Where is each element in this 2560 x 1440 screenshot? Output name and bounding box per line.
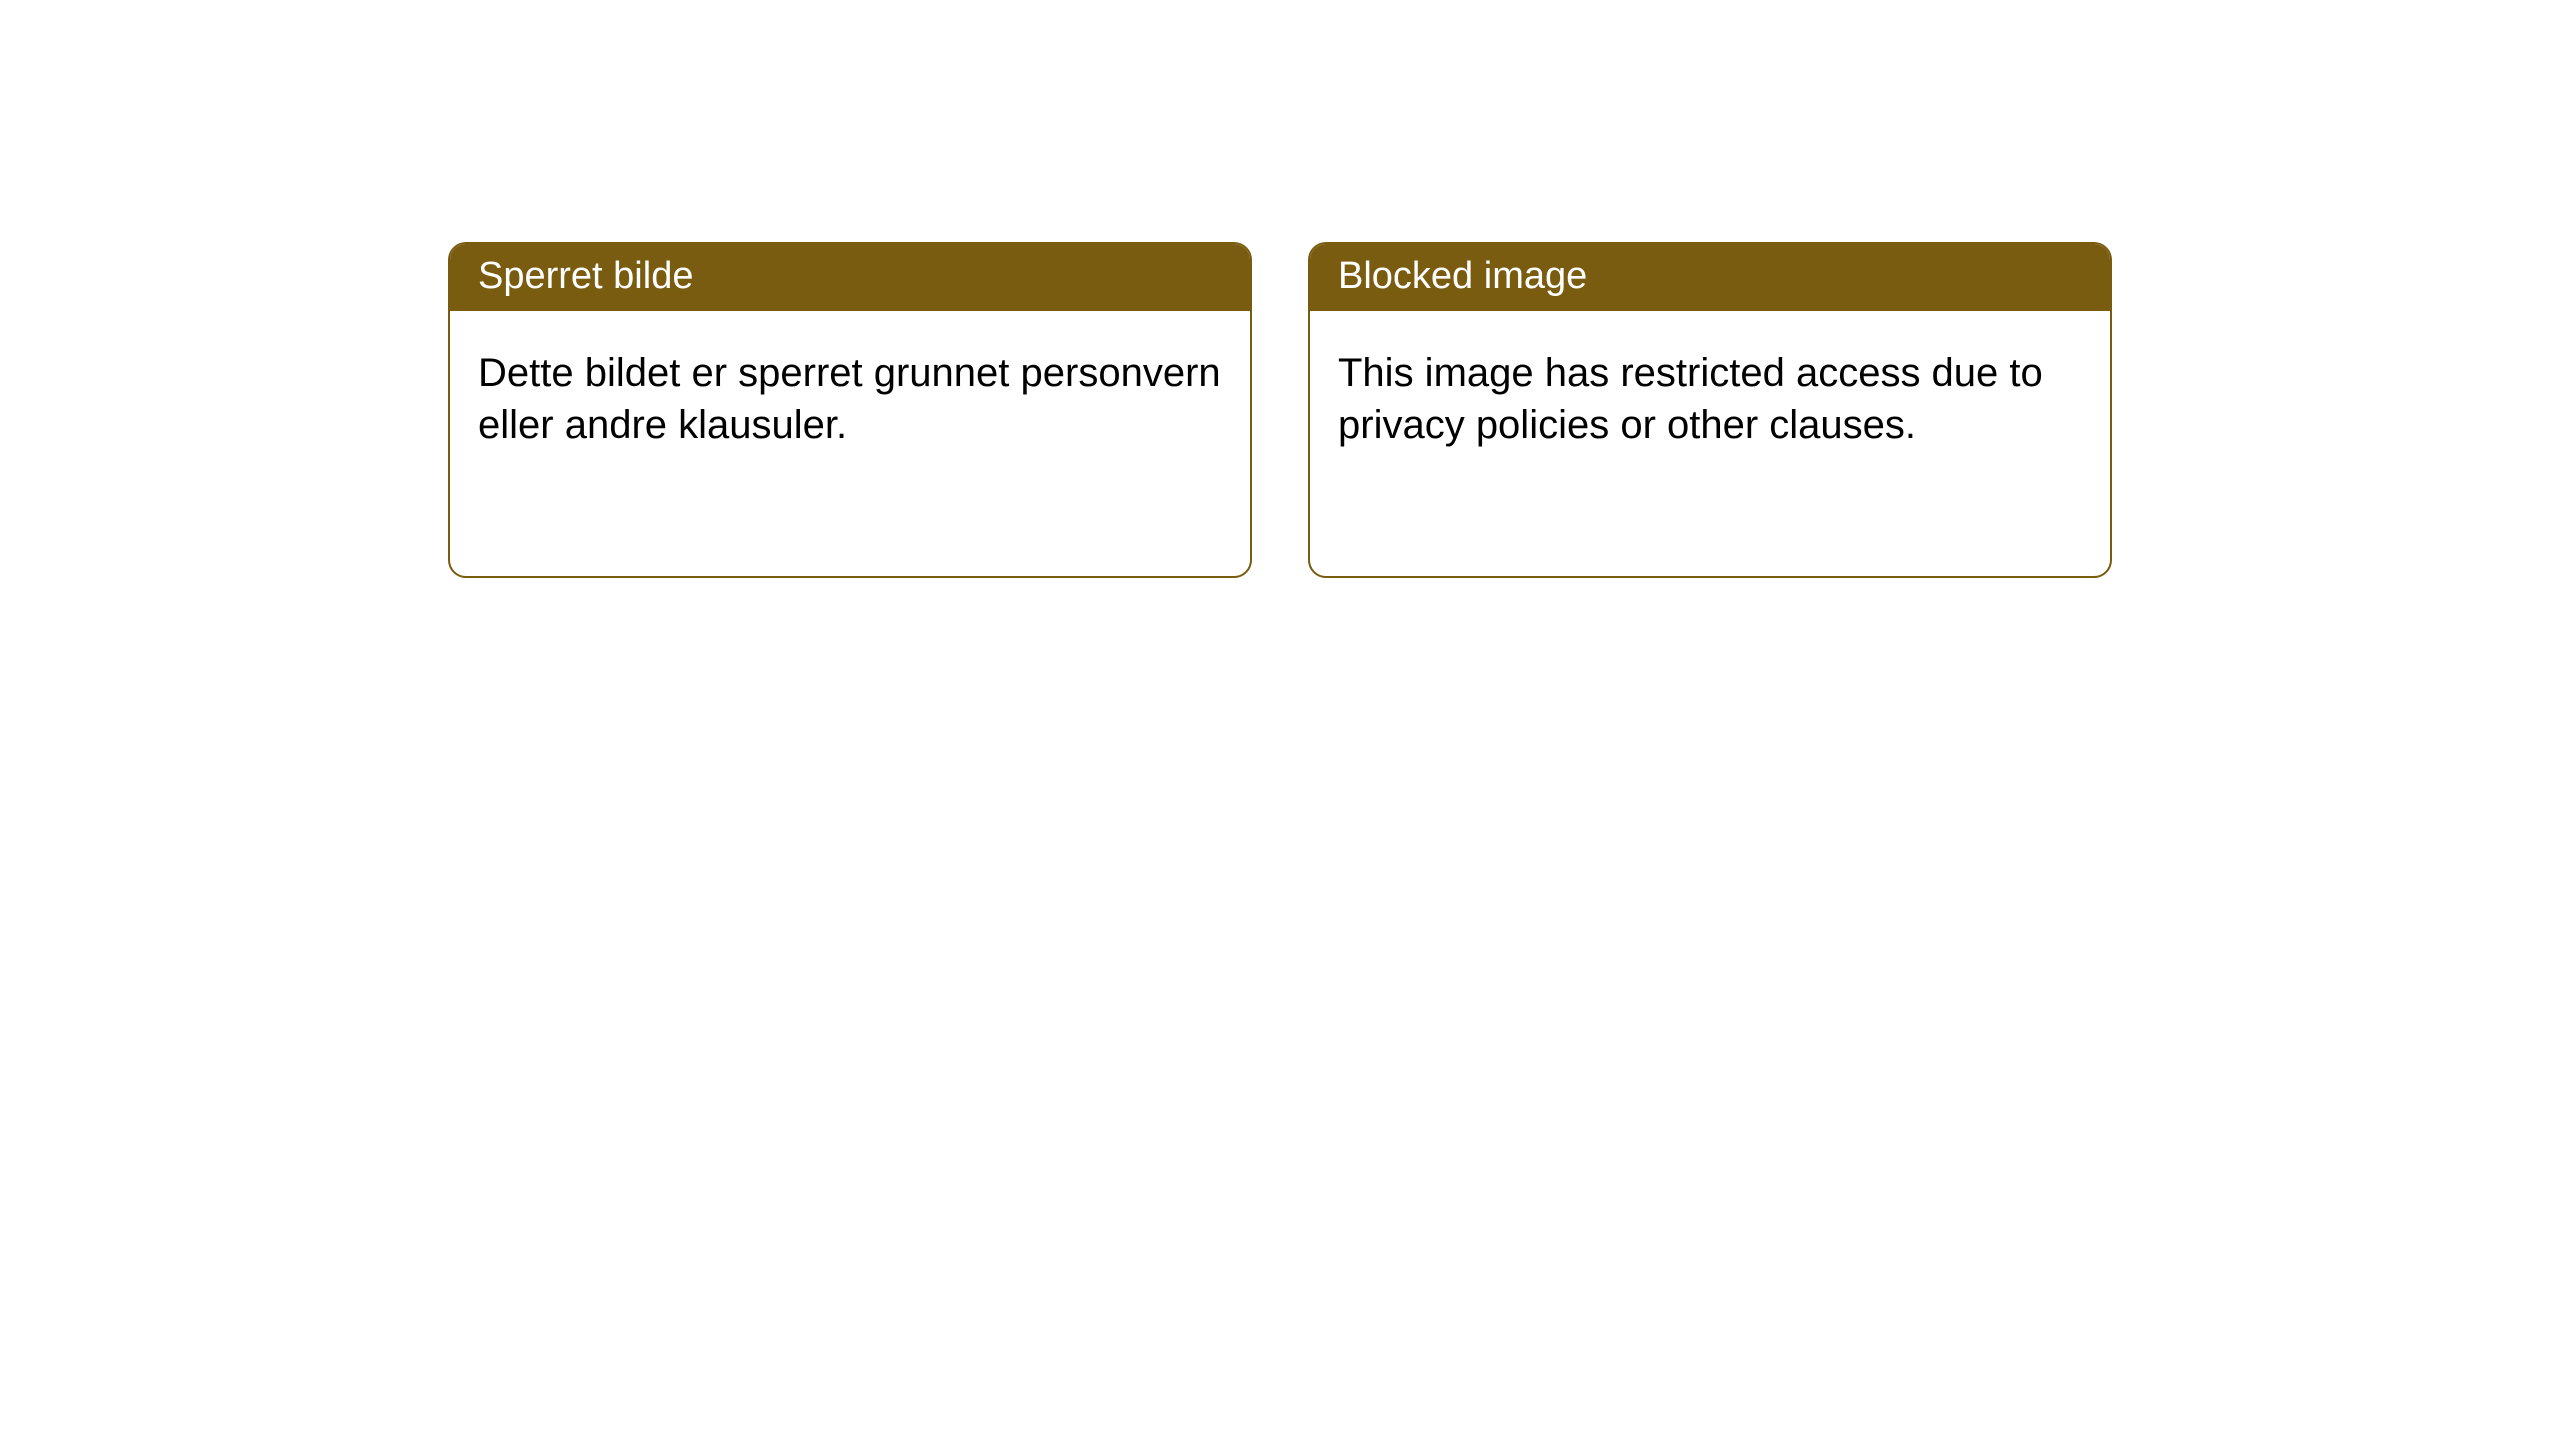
notice-container: Sperret bilde Dette bildet er sperret gr… [0, 0, 2560, 578]
notice-card-norwegian: Sperret bilde Dette bildet er sperret gr… [448, 242, 1252, 578]
notice-header: Blocked image [1310, 244, 2110, 311]
notice-card-english: Blocked image This image has restricted … [1308, 242, 2112, 578]
notice-body: Dette bildet er sperret grunnet personve… [450, 311, 1250, 487]
notice-body: This image has restricted access due to … [1310, 311, 2110, 487]
notice-header: Sperret bilde [450, 244, 1250, 311]
